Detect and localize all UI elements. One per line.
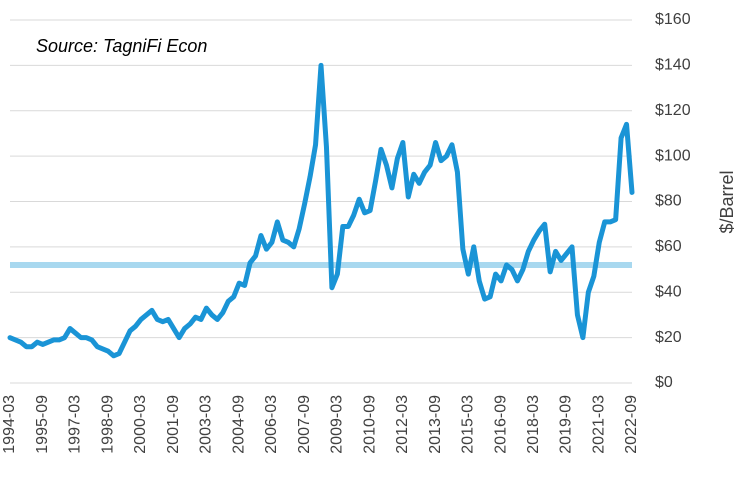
x-tick-label: 1998-09 xyxy=(99,395,116,454)
x-tick-label: 1995-09 xyxy=(34,395,51,454)
x-tick-label: 2000-03 xyxy=(132,395,149,454)
annotation: Source: TagniFi Econ xyxy=(36,36,207,56)
y-tick-label: $40 xyxy=(655,283,682,300)
x-tick-label: 2019-09 xyxy=(558,395,575,454)
x-tick-label: 2015-03 xyxy=(460,395,477,454)
x-tick-label: 2003-03 xyxy=(198,395,215,454)
x-tick-label: 1994-03 xyxy=(1,395,18,454)
x-tick-label: 2004-09 xyxy=(230,395,247,454)
x-tick-label: 2012-03 xyxy=(394,395,411,454)
x-tick-label: 1997-03 xyxy=(67,395,84,454)
x-tick-label: 2013-09 xyxy=(427,395,444,454)
x-tick-label: 2018-03 xyxy=(525,395,542,454)
x-tick-label: 2022-09 xyxy=(623,395,640,454)
y-tick-label: $0 xyxy=(655,374,673,391)
x-tick-label: 2021-03 xyxy=(590,395,607,454)
y-axis-label: $/Barrel xyxy=(717,170,737,233)
y-tick-label: $20 xyxy=(655,329,682,346)
y-tick-label: $140 xyxy=(655,57,691,74)
x-tick-label: 2010-09 xyxy=(361,395,378,454)
y-tick-label: $120 xyxy=(655,102,691,119)
y-tick-label: $160 xyxy=(655,11,691,28)
line-series xyxy=(7,62,635,359)
x-tick-label: 2007-09 xyxy=(296,395,313,454)
y-tick-label: $80 xyxy=(655,193,682,210)
x-tick-label: 2006-03 xyxy=(263,395,280,454)
x-tick-label: 2001-09 xyxy=(165,395,182,454)
y-tick-label: $100 xyxy=(655,147,691,164)
y-tick-label: $60 xyxy=(655,238,682,255)
x-tick-label: 2016-09 xyxy=(492,395,509,454)
x-tick-label: 2009-03 xyxy=(329,395,346,454)
